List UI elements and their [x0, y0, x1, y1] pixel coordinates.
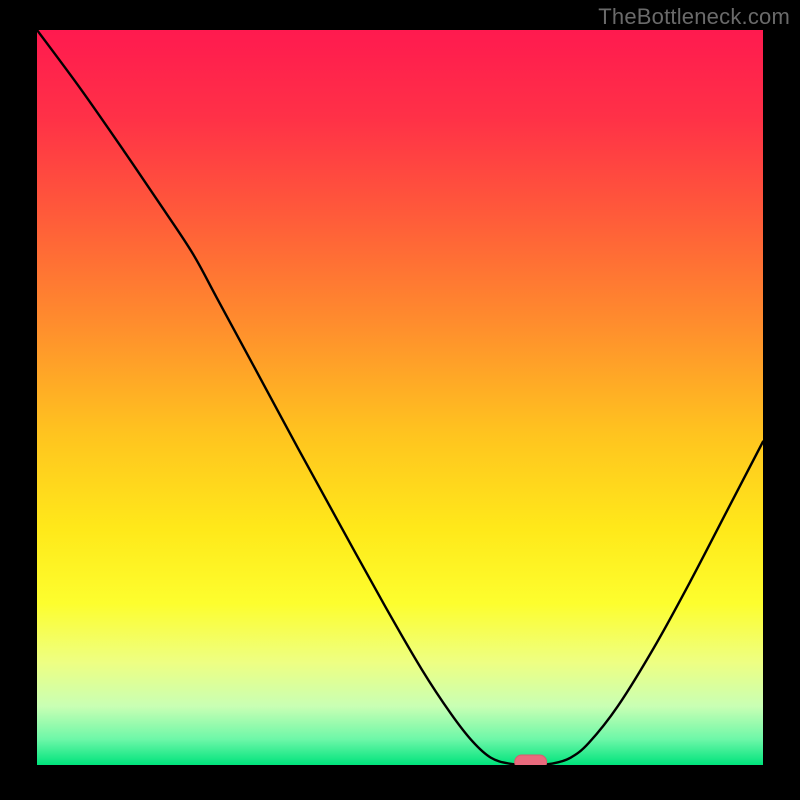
- gradient-background: [37, 30, 763, 765]
- optimal-marker: [515, 755, 547, 769]
- watermark-text: TheBottleneck.com: [598, 4, 790, 30]
- chart-frame: TheBottleneck.com: [0, 0, 800, 800]
- bottleneck-chart: [0, 0, 800, 800]
